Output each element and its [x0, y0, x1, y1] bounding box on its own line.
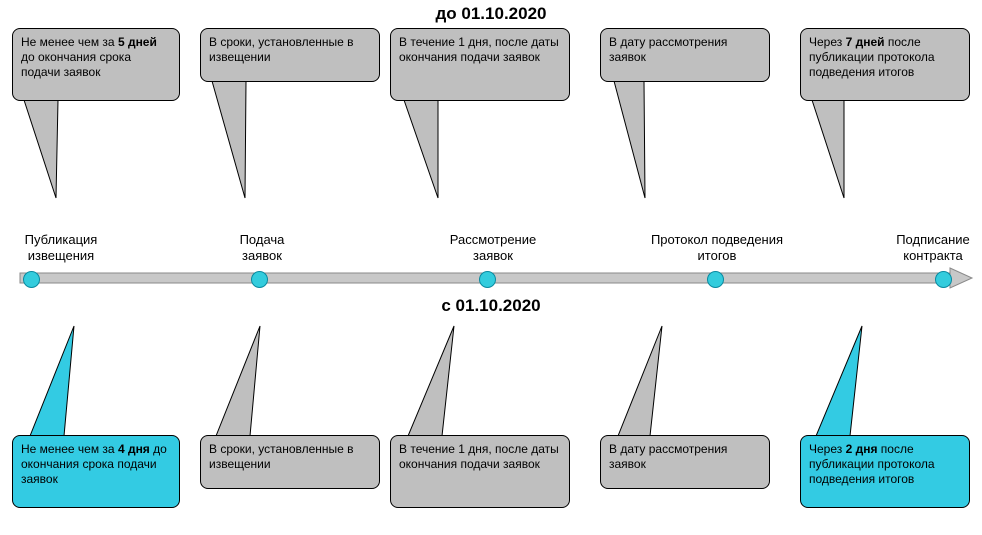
timeline-dot-0: [23, 271, 40, 288]
timeline-dot-2: [479, 271, 496, 288]
milestone-label-0: Публикация извещения: [6, 232, 116, 263]
milestone-label-2: Рассмотрение заявок: [438, 232, 548, 263]
timeline-dot-4: [935, 271, 952, 288]
milestone-label-3: Протокол подведения итогов: [642, 232, 792, 263]
timeline-dot-3: [707, 271, 724, 288]
timeline-dot-1: [251, 271, 268, 288]
milestone-label-1: Подача заявок: [222, 232, 302, 263]
timeline-arrow: [0, 0, 982, 535]
milestone-label-4: Подписание контракта: [888, 232, 978, 263]
